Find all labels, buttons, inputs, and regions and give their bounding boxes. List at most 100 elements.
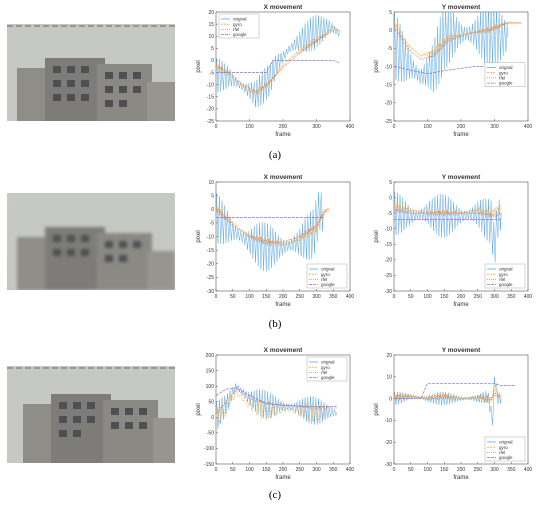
y-tick-label: 50 [208,400,214,406]
y-tick-label: -15 [385,242,392,248]
series-line-rfel [394,21,522,60]
x-tick-label: 300 [312,124,321,130]
series-line-original [216,15,341,108]
legend-entry: gyro [321,365,330,370]
y-tick-label: 10 [208,34,214,40]
series-line-rfel [394,207,502,219]
x-tick-label: 400 [524,124,533,130]
x-tick-label: 350 [329,294,338,300]
legend-entry: rfel [499,450,505,455]
series-line-gyro [216,389,327,423]
x-tick-label: 0 [215,467,218,473]
y-tick-label: 15 [208,22,214,28]
frame-photo-c [7,366,175,463]
y-tick-label: -30 [385,289,392,295]
chart-title: X movement [264,4,303,11]
y-tick-label: -20 [385,440,392,446]
x-tick-label: 300 [490,124,499,130]
x-tick-label: 400 [346,294,355,300]
legend-entry: orignal [321,360,335,365]
chart-title: Y movement [442,4,481,11]
y-axis-label: pixel [374,230,380,242]
y-tick-label: 0 [211,58,214,64]
y-tick-label: -50 [207,431,214,437]
x-tick-label: 0 [393,124,396,130]
series-line-original [394,191,502,263]
y-tick-label: -5 [210,70,215,76]
caption-a: (a) [268,149,282,161]
chart-title: X movement [264,174,303,181]
x-tick-label: 350 [507,467,516,473]
x-tick-label: 100 [245,467,254,473]
x-tick-label: 400 [346,467,355,473]
chart-title: Y movement [442,174,481,181]
legend-entry: google [321,375,335,380]
chart-title: Y movement [442,347,481,354]
legend-entry: google [499,455,513,460]
series-line-gyro [394,20,522,57]
x-tick-label: 100 [423,294,432,300]
legend-entry: google [233,32,247,37]
x-tick-label: 0 [215,294,218,300]
y-tick-label: 0 [389,28,392,34]
x-tick-label: 50 [230,294,236,300]
legend-box [484,263,526,289]
x-tick-label: 300 [490,467,499,473]
legend-box [306,263,348,289]
series-line-original [216,192,324,272]
x-tick-label: 50 [408,294,414,300]
y-tick-label: -5 [210,221,215,227]
frame-photo-a [7,24,175,121]
y-tick-label: 5 [389,180,392,186]
y-tick-label: -10 [385,227,392,233]
x-tick-label: 200 [279,124,288,130]
x-tick-label: 300 [312,467,321,473]
y-tick-label: 10 [208,180,214,186]
legend-entry: orignal [321,267,335,272]
legend-entry: gyro [499,272,508,277]
y-tick-label: 5 [389,10,392,16]
legend-entry: orignal [499,440,513,445]
y-tick-label: -5 [388,46,393,52]
y-tick-label: 20 [386,353,392,359]
building-photo-c [7,366,175,463]
x-tick-label: 400 [524,294,533,300]
caption-b: (b) [268,318,282,330]
legend-entry: rfel [321,370,327,375]
legend-box [306,356,348,382]
x-tick-label: 50 [408,467,414,473]
x-tick-label: 250 [474,294,483,300]
series-line-google [216,387,337,407]
y-axis-label: pixel [196,403,202,415]
y-tick-label: -20 [385,258,392,264]
legend-entry: gyro [499,445,508,450]
y-tick-label: 150 [206,368,215,374]
x-axis-label: frame [453,132,469,138]
frame-photo-b [7,193,175,290]
y-tick-label: -10 [385,64,392,70]
x-tick-label: 300 [490,294,499,300]
x-axis-label: frame [453,302,469,308]
series-line-google [216,60,341,73]
x-tick-label: 200 [457,124,466,130]
legend-box [218,13,260,39]
x-tick-label: 150 [440,294,449,300]
y-tick-label: 0 [211,207,214,213]
legend-entry: orignal [499,267,513,272]
x-tick-label: 350 [507,294,516,300]
chart-a-x-movement: 0 100 200 300 400 -25 -20 -15 -10 -5 0 5 10 15 20 X mov… [196,4,354,138]
y-tick-label: 10 [386,375,392,381]
x-tick-label: 100 [423,124,432,130]
series-line-original [394,12,509,93]
x-tick-label: 250 [296,467,305,473]
chart-a-y-movement: 0 100 200 300 400 -25 -20 -15 -10 -5 0 5 Y movement f… [374,4,533,138]
y-tick-label: 0 [211,415,214,421]
y-axis-label: pixel [196,60,202,72]
legend-entry: orignal [233,17,247,22]
y-tick-label: -15 [385,82,392,88]
y-axis-label: pixel [374,60,380,72]
